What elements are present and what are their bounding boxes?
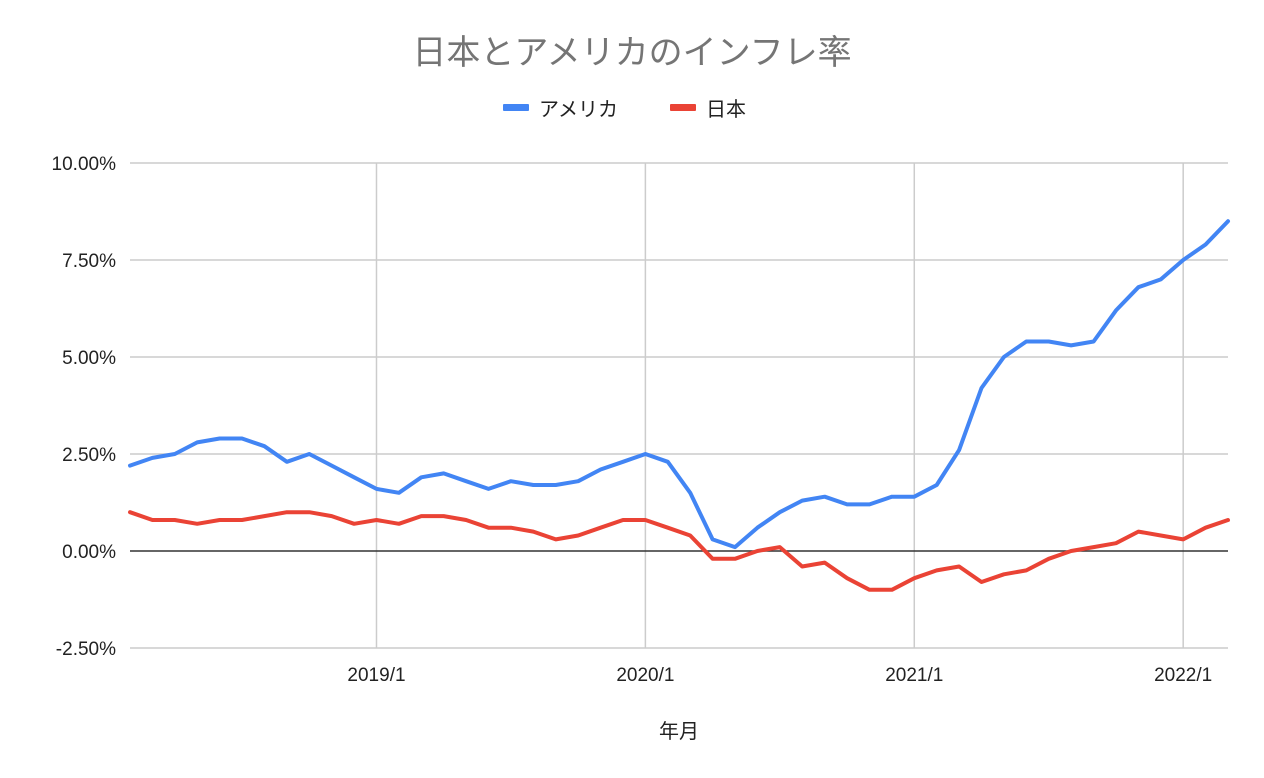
series-lines xyxy=(128,219,1230,592)
x-gridlines xyxy=(375,163,1184,648)
y-tick-label: 2.50% xyxy=(62,445,116,466)
legend-label: アメリカ xyxy=(539,97,618,121)
legend-swatch xyxy=(670,104,696,111)
series-line-usa xyxy=(128,219,1230,550)
y-gridlines xyxy=(130,162,1228,649)
y-axis-ticks: -2.50% 0.00% 2.50% 5.00% 7.50% 10.00% xyxy=(52,154,117,660)
chart-title: 日本とアメリカのインフレ率 xyxy=(412,33,851,73)
series-line-japan xyxy=(128,510,1230,592)
x-axis-ticks: 2019/1 2020/1 2021/1 2022/1 xyxy=(347,665,1212,686)
legend-label: 日本 xyxy=(706,97,746,121)
legend-swatch xyxy=(503,104,529,111)
y-tick-label: 10.00% xyxy=(52,154,117,175)
x-axis-label: 年月 xyxy=(659,719,699,743)
x-tick-label: 2022/1 xyxy=(1154,665,1212,686)
y-tick-label: -2.50% xyxy=(56,639,116,660)
x-tick-label: 2021/1 xyxy=(885,665,943,686)
y-tick-label: 0.00% xyxy=(62,542,116,563)
y-tick-label: 7.50% xyxy=(62,251,116,272)
x-tick-label: 2020/1 xyxy=(616,665,674,686)
chart-legend: アメリカ 日本 xyxy=(503,97,746,121)
x-tick-label: 2019/1 xyxy=(347,665,405,686)
y-tick-label: 5.00% xyxy=(62,348,116,369)
